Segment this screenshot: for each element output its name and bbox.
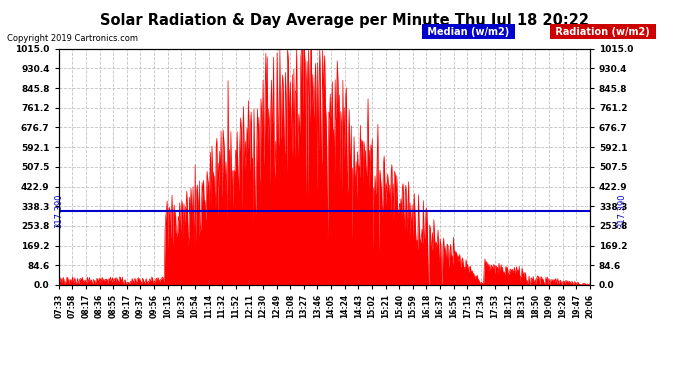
Text: 317.390: 317.390 [617, 194, 626, 228]
Text: Median (w/m2): Median (w/m2) [424, 27, 513, 37]
Text: 317.390: 317.390 [54, 194, 63, 228]
Text: Radiation (w/m2): Radiation (w/m2) [552, 27, 653, 37]
Text: Copyright 2019 Cartronics.com: Copyright 2019 Cartronics.com [7, 34, 138, 43]
Text: Solar Radiation & Day Average per Minute Thu Jul 18 20:22: Solar Radiation & Day Average per Minute… [101, 13, 589, 28]
